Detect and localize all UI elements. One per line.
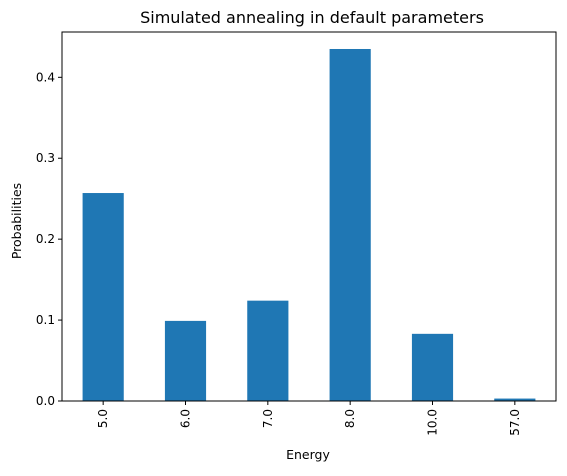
- x-tick-label: 7.0: [261, 409, 275, 428]
- bar-7.0: [247, 300, 289, 401]
- y-tick-label: 0.0: [36, 394, 55, 408]
- chart-title: Simulated annealing in default parameter…: [140, 8, 484, 27]
- y-axis-label: Probabilities: [9, 183, 24, 259]
- x-tick-label: 57.0: [508, 409, 522, 436]
- bar-10.0: [411, 333, 454, 401]
- x-tick-label: 5.0: [96, 409, 110, 428]
- y-tick-label: 0.1: [36, 313, 55, 327]
- x-axis-label: Energy: [286, 447, 330, 462]
- plot-frame: [61, 31, 557, 402]
- bar-6.0: [164, 320, 207, 401]
- x-axis: 5.0 6.0 7.0 8.0 10.0 57.0: [96, 401, 522, 436]
- bar-5.0: [82, 193, 124, 401]
- y-tick-label: 0.3: [36, 151, 55, 165]
- x-tick-label: 6.0: [179, 409, 193, 428]
- y-axis: 0.0 0.1 0.2 0.3 0.4: [36, 70, 62, 408]
- x-tick-label: 8.0: [343, 409, 357, 428]
- bars-group: [82, 48, 536, 402]
- bar-8.0: [329, 48, 371, 402]
- y-tick-label: 0.2: [36, 232, 55, 246]
- y-tick-label: 0.4: [36, 70, 55, 84]
- x-tick-label: 10.0: [426, 409, 440, 436]
- bar-57.0: [494, 398, 536, 401]
